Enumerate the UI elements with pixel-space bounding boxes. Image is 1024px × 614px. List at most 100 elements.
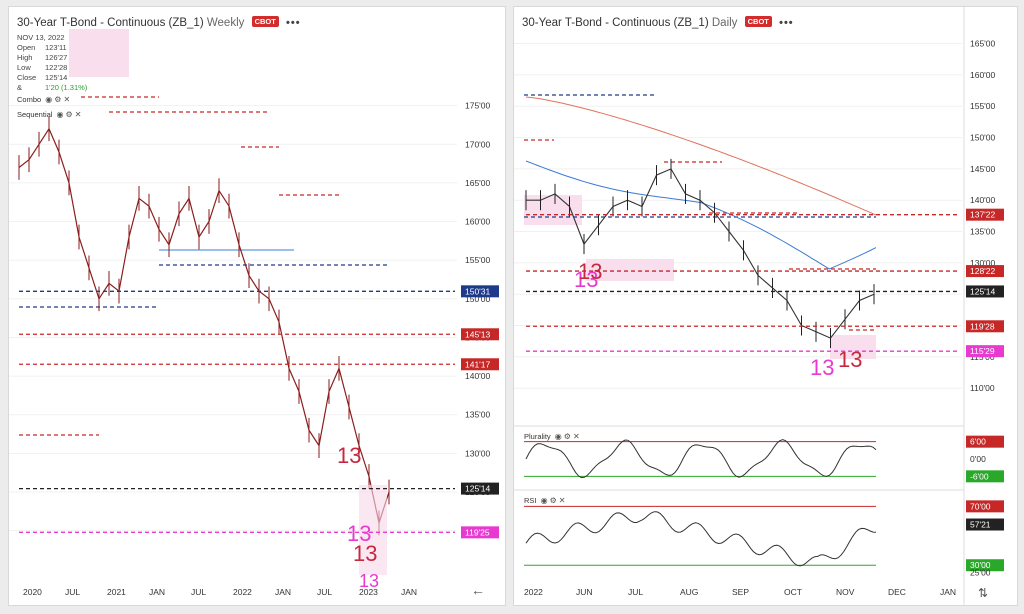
open-value: 123'11 <box>45 43 67 52</box>
highlight-zone <box>69 29 129 77</box>
y-tick-label: -6'00 <box>970 471 989 481</box>
scroll-back-icon[interactable]: ← <box>471 582 485 598</box>
close-value: 125'14 <box>45 73 68 82</box>
close-label: Close <box>17 73 37 82</box>
price-tag <box>461 526 499 539</box>
x-tick-label: 2022 <box>524 587 543 597</box>
exchange-badge: CBOT <box>251 16 279 27</box>
price-tag <box>966 559 1004 572</box>
high-label: High <box>17 53 33 62</box>
daily-chart-panel[interactable]: 30-Year T-Bond - Continuous (ZB_1) Daily… <box>513 6 1018 606</box>
chart-title: 30-Year T-Bond - Continuous (ZB_1) Daily… <box>522 16 794 29</box>
symbol-title[interactable]: 30-Year T-Bond - Continuous (ZB_1) <box>522 17 709 29</box>
moving-average-fast <box>525 160 877 270</box>
change-value: 1'20 (1.31%) <box>45 83 88 92</box>
indicator-rsi[interactable]: RSI ◉ ⚙ ✕ <box>524 496 565 505</box>
x-tick-label: JUL <box>191 587 206 597</box>
y-tick-label: 6'00 <box>970 437 986 447</box>
indicator-sequential-label: Sequential <box>17 110 53 119</box>
close-icon[interactable]: ✕ <box>572 432 580 441</box>
x-tick-label: 2022 <box>233 587 252 597</box>
eye-icon[interactable]: ◉ <box>554 432 562 441</box>
weekly-chart-panel[interactable]: 30-Year T-Bond - Continuous (ZB_1) Weekl… <box>8 6 506 606</box>
y-tick-label: 140'00 <box>465 371 491 381</box>
swap-axes-icon[interactable]: ⇅ <box>978 586 988 600</box>
more-options-icon[interactable]: ••• <box>779 17 794 29</box>
rsi-label: RSI <box>524 496 537 505</box>
plurality-series <box>525 439 877 479</box>
x-tick-label: JAN <box>940 587 956 597</box>
daily-price-chart[interactable]: 13 13 13 13 165'00160'00155'00150'00145'… <box>514 7 1017 605</box>
timeframe-label[interactable]: Weekly <box>206 17 245 29</box>
y-tick-label: 175'00 <box>465 101 491 111</box>
price-tag <box>966 435 1004 448</box>
highlight-zone <box>586 259 674 281</box>
price-tag-label: 150'31 <box>465 286 491 296</box>
y-tick-label: 140'00 <box>970 195 996 205</box>
eye-icon[interactable]: ◉ <box>540 496 548 505</box>
indicator-plurality[interactable]: Plurality ◉ ⚙ ✕ <box>524 432 580 441</box>
gear-icon[interactable]: ⚙ <box>549 496 557 505</box>
price-tag-label: 145'13 <box>465 329 491 339</box>
price-tag-label: 125'14 <box>970 286 996 296</box>
count-13-label: 13 <box>810 355 834 380</box>
close-icon[interactable]: ✕ <box>558 496 566 505</box>
timeframe-label[interactable]: Daily <box>711 17 738 29</box>
y-tick-label: 160'00 <box>465 217 491 227</box>
price-tag-label: 115'29 <box>970 346 995 356</box>
chart-title: 30-Year T-Bond - Continuous (ZB_1) Weekl… <box>17 16 301 29</box>
y-tick-label: 130'00 <box>970 258 996 268</box>
x-tick-label: SEP <box>732 587 749 597</box>
y-tick-label: 165'00 <box>465 178 491 188</box>
symbol-title[interactable]: 30-Year T-Bond - Continuous (ZB_1) <box>17 17 204 29</box>
eye-icon[interactable]: ◉ <box>45 95 53 104</box>
low-label: Low <box>17 63 31 72</box>
weekly-price-chart[interactable]: 13 13 13 13 175'00 170'00 165'00 160'00 155'… <box>9 7 505 605</box>
exchange-badge: CBOT <box>744 16 772 27</box>
price-tag-label: 119'25 <box>465 527 490 537</box>
y-tick-label: 57'21 <box>970 520 991 530</box>
y-tick-label: 30'00 <box>970 560 991 570</box>
price-series <box>18 127 390 526</box>
gear-icon[interactable]: ⚙ <box>563 432 571 441</box>
indicator-combo[interactable]: Combo ◉ ⚙ ✕ <box>17 95 70 104</box>
price-tag <box>966 345 1004 358</box>
close-icon[interactable]: ✕ <box>74 110 82 119</box>
gear-icon[interactable]: ⚙ <box>54 95 62 104</box>
price-tag <box>966 285 1004 298</box>
ohlc-date: NOV 13, 2022 <box>17 33 65 42</box>
eye-icon[interactable]: ◉ <box>56 110 64 119</box>
y-tick-label: 170'00 <box>465 139 491 149</box>
x-tick-label: JAN <box>149 587 165 597</box>
x-tick-label: AUG <box>680 587 698 597</box>
y-tick-label: 135'00 <box>970 227 996 237</box>
x-tick-label: JUN <box>576 587 593 597</box>
y-tick-label: 135'00 <box>465 410 491 420</box>
count-13-label: 13 <box>337 443 361 468</box>
highlight-zone <box>524 195 582 225</box>
y-tick-label: 155'00 <box>970 101 996 111</box>
more-options-icon[interactable]: ••• <box>286 17 301 29</box>
y-tick-label: 110'00 <box>970 383 995 393</box>
indicator-sequential[interactable]: Sequential ◉ ⚙ ✕ <box>17 110 81 119</box>
x-tick-label: JUL <box>65 587 80 597</box>
y-tick-label: 25'00 <box>970 568 991 578</box>
price-tag-label: 137'22 <box>970 210 996 220</box>
y-tick-label: 150'00 <box>465 294 491 304</box>
y-tick-label: 0'00 <box>970 454 986 464</box>
x-tick-label: JUL <box>317 587 332 597</box>
y-tick-label: 145'00 <box>970 164 996 174</box>
y-tick-label: 130'00 <box>465 448 491 458</box>
close-icon[interactable]: ✕ <box>63 95 71 104</box>
count-13-label: 13 <box>347 521 371 546</box>
gear-icon[interactable]: ⚙ <box>65 110 73 119</box>
price-tag <box>461 482 499 495</box>
price-tag-label: 128'22 <box>970 266 996 276</box>
y-tick-label: 150'00 <box>970 133 996 143</box>
highlight-zone <box>359 485 387 575</box>
x-tick-label: 2023 <box>359 587 378 597</box>
x-tick-label: NOV <box>836 587 855 597</box>
x-tick-label: DEC <box>888 587 906 597</box>
low-value: 122'28 <box>45 63 68 72</box>
x-tick-label: JAN <box>275 587 291 597</box>
